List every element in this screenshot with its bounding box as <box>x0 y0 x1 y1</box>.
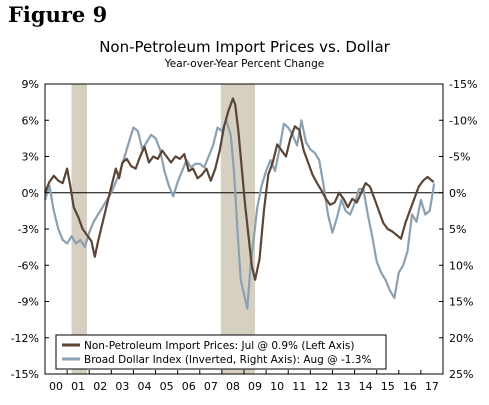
x-axis: 00 01 02 03 04 05 06 07 08 09 10 11 12 13 14 15 16 17 <box>44 370 439 393</box>
right-tick-label: -10% <box>449 114 477 127</box>
series-layer <box>43 97 436 310</box>
right-tick-label: 0% <box>449 187 466 200</box>
x-tick-label: 00 <box>49 380 63 393</box>
x-tick-label: 13 <box>337 380 351 393</box>
right-tick-label: 15% <box>449 296 473 309</box>
x-tick-label: 05 <box>160 380 174 393</box>
x-tick-label: 11 <box>292 380 306 393</box>
x-tick-label: 01 <box>71 380 85 393</box>
left-tick-label: -9% <box>18 296 39 309</box>
right-tick-label: 20% <box>449 332 473 345</box>
x-tick-label: 04 <box>138 380 152 393</box>
figure-label: Figure 9 <box>8 2 108 27</box>
x-tick-label: 09 <box>248 380 262 393</box>
left-tick-label: -15% <box>11 368 39 381</box>
legend-label-import-prices: Non-Petroleum Import Prices: Jul @ 0.9% … <box>84 340 354 352</box>
left-tick-label: -3% <box>18 223 39 236</box>
series-line-import-prices <box>43 97 435 281</box>
legend-label-dollar-index: Broad Dollar Index (Inverted, Right Axis… <box>84 354 371 366</box>
right-axis: -15% -10% -5% 0% 5% 10% 15% 20% 25% <box>439 78 477 381</box>
left-tick-label: 9% <box>22 78 39 91</box>
left-tick-label: 6% <box>22 114 39 127</box>
right-tick-label: 10% <box>449 259 473 272</box>
x-tick-label: 10 <box>270 380 284 393</box>
left-tick-label: 3% <box>22 151 39 164</box>
left-tick-label: -12% <box>11 332 39 345</box>
x-tick-label: 17 <box>425 380 439 393</box>
right-tick-label: -15% <box>449 78 477 91</box>
right-tick-label: 5% <box>449 223 466 236</box>
chart-subtitle: Year-over-Year Percent Change <box>164 58 325 70</box>
x-tick-label: 08 <box>226 380 240 393</box>
left-axis: 9% 6% 3% 0% -3% -6% -9% -12% -15% <box>11 78 49 381</box>
x-tick-label: 16 <box>403 380 417 393</box>
recession-band-0 <box>71 84 88 374</box>
legend-box <box>55 334 387 370</box>
x-tick-label: 06 <box>182 380 196 393</box>
series-line-dollar-index <box>43 119 436 310</box>
x-tick-label: 14 <box>359 380 373 393</box>
x-tick-label: 15 <box>381 380 395 393</box>
x-tick-label: 03 <box>115 380 129 393</box>
x-tick-label: 02 <box>93 380 107 393</box>
x-tick-label: 12 <box>314 380 328 393</box>
left-tick-label: -6% <box>18 259 39 272</box>
right-tick-label: -5% <box>449 151 470 164</box>
left-tick-label: 0% <box>22 187 39 200</box>
chart-title: Non-Petroleum Import Prices vs. Dollar <box>99 38 390 56</box>
legend: Non-Petroleum Import Prices: Jul @ 0.9% … <box>55 334 387 370</box>
x-tick-label: 07 <box>204 380 218 393</box>
right-tick-label: 25% <box>449 368 473 381</box>
